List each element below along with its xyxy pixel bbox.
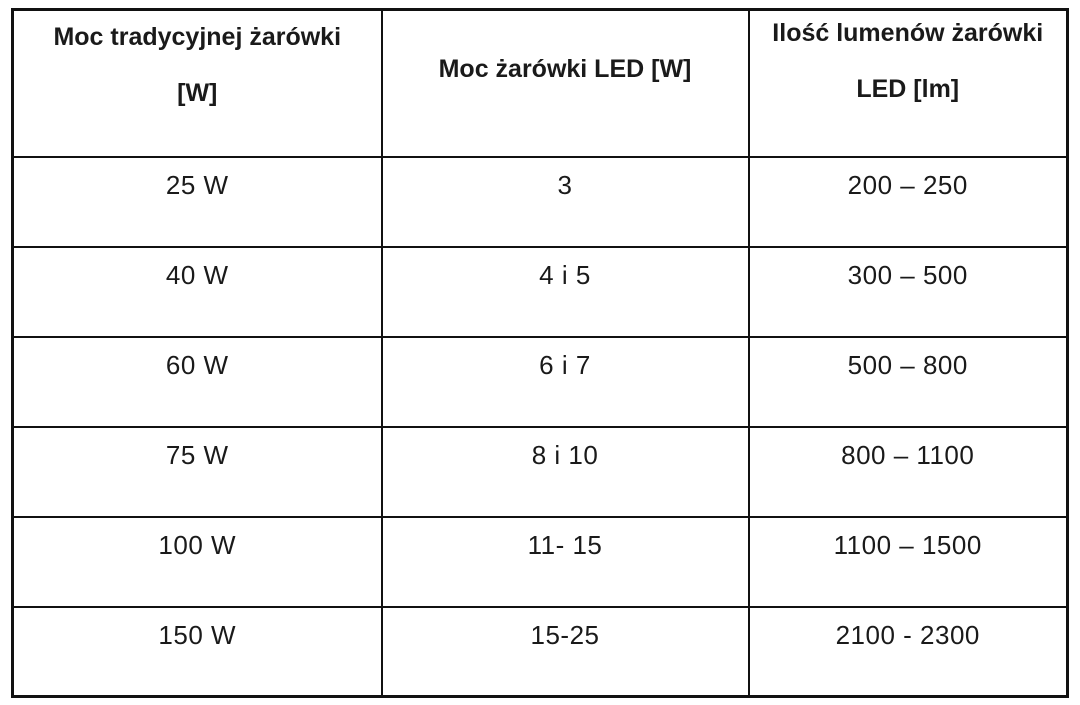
header-led-lumens: Ilość lumenów żarówki LED [lm]: [747, 8, 1069, 158]
table-row: 75 W 8 i 10 800 – 1100: [11, 425, 1069, 518]
cell-led-wattage: 3: [380, 155, 750, 248]
cell-led-wattage: 6 i 7: [380, 335, 750, 428]
header-led-line1: Moc żarówki LED [W]: [438, 55, 692, 83]
header-traditional-line1: Moc tradycyjnej żarówki: [53, 23, 342, 51]
cell-traditional-wattage: 150 W: [11, 605, 383, 698]
cell-lumens: 1100 – 1500: [747, 515, 1069, 608]
header-traditional-wattage: Moc tradycyjnej żarówki [W]: [11, 8, 383, 158]
table-row: 25 W 3 200 – 250: [11, 155, 1069, 248]
cell-traditional-wattage: 25 W: [11, 155, 383, 248]
cell-led-wattage: 15-25: [380, 605, 750, 698]
cell-lumens: 500 – 800: [747, 335, 1069, 428]
cell-lumens: 300 – 500: [747, 245, 1069, 338]
cell-traditional-wattage: 40 W: [11, 245, 383, 338]
table-row: 150 W 15-25 2100 - 2300: [11, 605, 1069, 698]
header-traditional-line2: [W]: [177, 78, 218, 107]
header-led-wattage: Moc żarówki LED [W]: [380, 8, 750, 158]
cell-traditional-wattage: 100 W: [11, 515, 383, 608]
cell-lumens: 200 – 250: [747, 155, 1069, 248]
table-row: 60 W 6 i 7 500 – 800: [11, 335, 1069, 428]
cell-led-wattage: 8 i 10: [380, 425, 750, 518]
table-row: 100 W 11- 15 1100 – 1500: [11, 515, 1069, 608]
cell-lumens: 800 – 1100: [747, 425, 1069, 518]
cell-lumens: 2100 - 2300: [747, 605, 1069, 698]
table-header-row: Moc tradycyjnej żarówki [W] Moc żarówki …: [11, 8, 1069, 158]
cell-traditional-wattage: 60 W: [11, 335, 383, 428]
header-lumens-line1: Ilość lumenów żarówki: [772, 19, 1044, 47]
cell-led-wattage: 11- 15: [380, 515, 750, 608]
bulb-comparison-table: Moc tradycyjnej żarówki [W] Moc żarówki …: [11, 8, 1069, 698]
cell-led-wattage: 4 i 5: [380, 245, 750, 338]
header-lumens-line2: LED [lm]: [856, 74, 960, 103]
cell-traditional-wattage: 75 W: [11, 425, 383, 518]
table-body: 25 W 3 200 – 250 40 W 4 i 5 300 – 500 60…: [11, 155, 1069, 698]
table-row: 40 W 4 i 5 300 – 500: [11, 245, 1069, 338]
